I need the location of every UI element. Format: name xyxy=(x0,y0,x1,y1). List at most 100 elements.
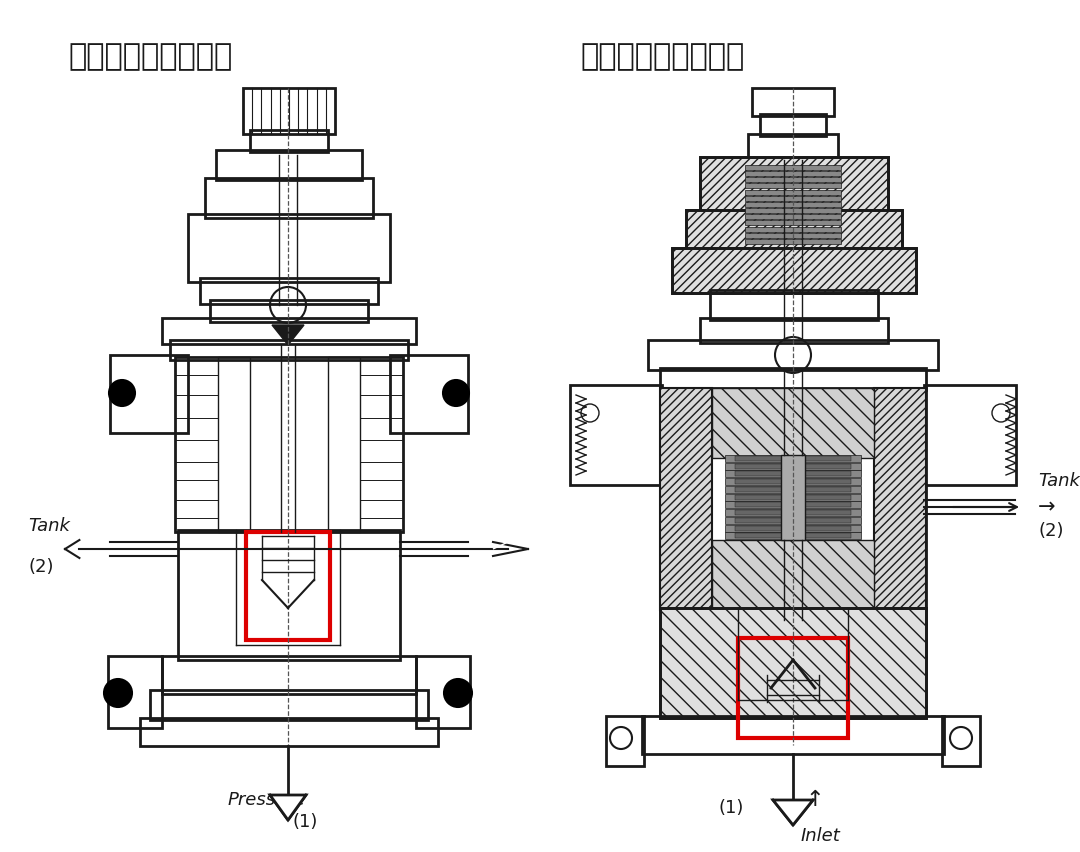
Bar xyxy=(745,239,841,244)
Circle shape xyxy=(444,679,472,707)
Bar xyxy=(725,470,861,477)
Bar xyxy=(725,486,861,493)
Bar xyxy=(175,357,403,532)
Bar xyxy=(942,716,980,766)
Bar xyxy=(781,455,805,540)
Bar xyxy=(735,463,851,469)
Text: Tank: Tank xyxy=(1038,472,1080,490)
Bar xyxy=(735,533,851,538)
Bar xyxy=(735,486,851,492)
Bar xyxy=(745,214,841,219)
Text: Tank: Tank xyxy=(28,517,70,535)
Circle shape xyxy=(104,679,132,707)
Bar xyxy=(660,608,926,718)
Bar xyxy=(725,525,861,532)
Bar xyxy=(416,656,470,728)
Bar xyxy=(745,227,841,232)
Bar xyxy=(745,190,841,194)
Polygon shape xyxy=(492,542,508,549)
Bar xyxy=(745,208,841,213)
Bar xyxy=(672,248,916,293)
Bar xyxy=(924,385,1016,485)
Text: (1): (1) xyxy=(293,813,319,831)
Bar xyxy=(760,114,826,136)
Bar xyxy=(745,233,841,238)
Bar xyxy=(110,355,188,433)
Bar xyxy=(246,532,330,640)
Bar xyxy=(725,532,861,539)
Bar xyxy=(725,493,861,501)
Bar xyxy=(735,456,851,461)
Bar xyxy=(745,196,841,201)
Bar xyxy=(170,340,408,360)
Bar xyxy=(216,150,362,180)
Bar xyxy=(205,178,373,218)
Bar xyxy=(660,608,926,718)
Bar xyxy=(710,290,878,320)
Text: ↑: ↑ xyxy=(805,790,824,810)
Bar xyxy=(725,463,861,469)
Text: 改进后（增加滤网）: 改进后（增加滤网） xyxy=(580,42,744,71)
Bar xyxy=(218,357,249,532)
Bar xyxy=(700,318,888,343)
Bar xyxy=(660,388,926,610)
Bar xyxy=(745,202,841,207)
Bar xyxy=(660,388,712,610)
Bar xyxy=(725,501,861,509)
Text: (1): (1) xyxy=(718,799,743,817)
Bar xyxy=(200,278,378,304)
Polygon shape xyxy=(270,795,306,820)
Bar xyxy=(725,478,861,485)
Bar xyxy=(745,177,841,182)
Circle shape xyxy=(109,380,135,406)
Bar xyxy=(178,530,400,660)
Bar xyxy=(735,503,851,507)
Bar xyxy=(735,510,851,515)
Text: Inlet: Inlet xyxy=(801,827,840,845)
Bar xyxy=(745,221,841,226)
Bar xyxy=(700,157,888,212)
Bar xyxy=(140,718,438,746)
Bar xyxy=(570,385,662,485)
Bar xyxy=(735,518,851,523)
Bar xyxy=(745,183,841,188)
Bar xyxy=(210,300,368,322)
Bar xyxy=(188,214,390,282)
Bar xyxy=(686,210,902,250)
Bar xyxy=(748,134,838,159)
Bar xyxy=(735,526,851,531)
Bar xyxy=(725,517,861,524)
Text: Pressure: Pressure xyxy=(228,791,306,809)
Text: (2): (2) xyxy=(28,558,54,576)
Polygon shape xyxy=(773,800,813,825)
Bar xyxy=(712,388,874,458)
Text: (2): (2) xyxy=(1038,522,1064,540)
Bar xyxy=(725,455,861,462)
Bar xyxy=(874,388,926,610)
Bar xyxy=(606,716,644,766)
Bar xyxy=(162,656,416,694)
Bar xyxy=(738,638,848,738)
Bar xyxy=(686,210,902,250)
Bar xyxy=(390,355,468,433)
Text: →: → xyxy=(1038,497,1055,517)
Circle shape xyxy=(443,380,469,406)
Bar xyxy=(162,318,416,344)
Bar xyxy=(672,248,916,293)
Bar xyxy=(108,656,162,728)
Bar xyxy=(642,716,944,754)
Bar xyxy=(150,690,428,720)
Bar xyxy=(660,368,926,390)
Bar xyxy=(752,88,834,116)
Bar xyxy=(745,171,841,176)
Bar xyxy=(735,479,851,484)
Bar xyxy=(745,165,841,170)
Bar xyxy=(712,540,874,610)
Bar xyxy=(725,509,861,516)
Bar xyxy=(328,357,360,532)
Bar xyxy=(735,495,851,499)
Bar xyxy=(735,471,851,476)
Bar xyxy=(700,157,888,212)
Polygon shape xyxy=(272,325,303,345)
Text: 改进前（没有滤网）: 改进前（没有滤网） xyxy=(68,42,232,71)
